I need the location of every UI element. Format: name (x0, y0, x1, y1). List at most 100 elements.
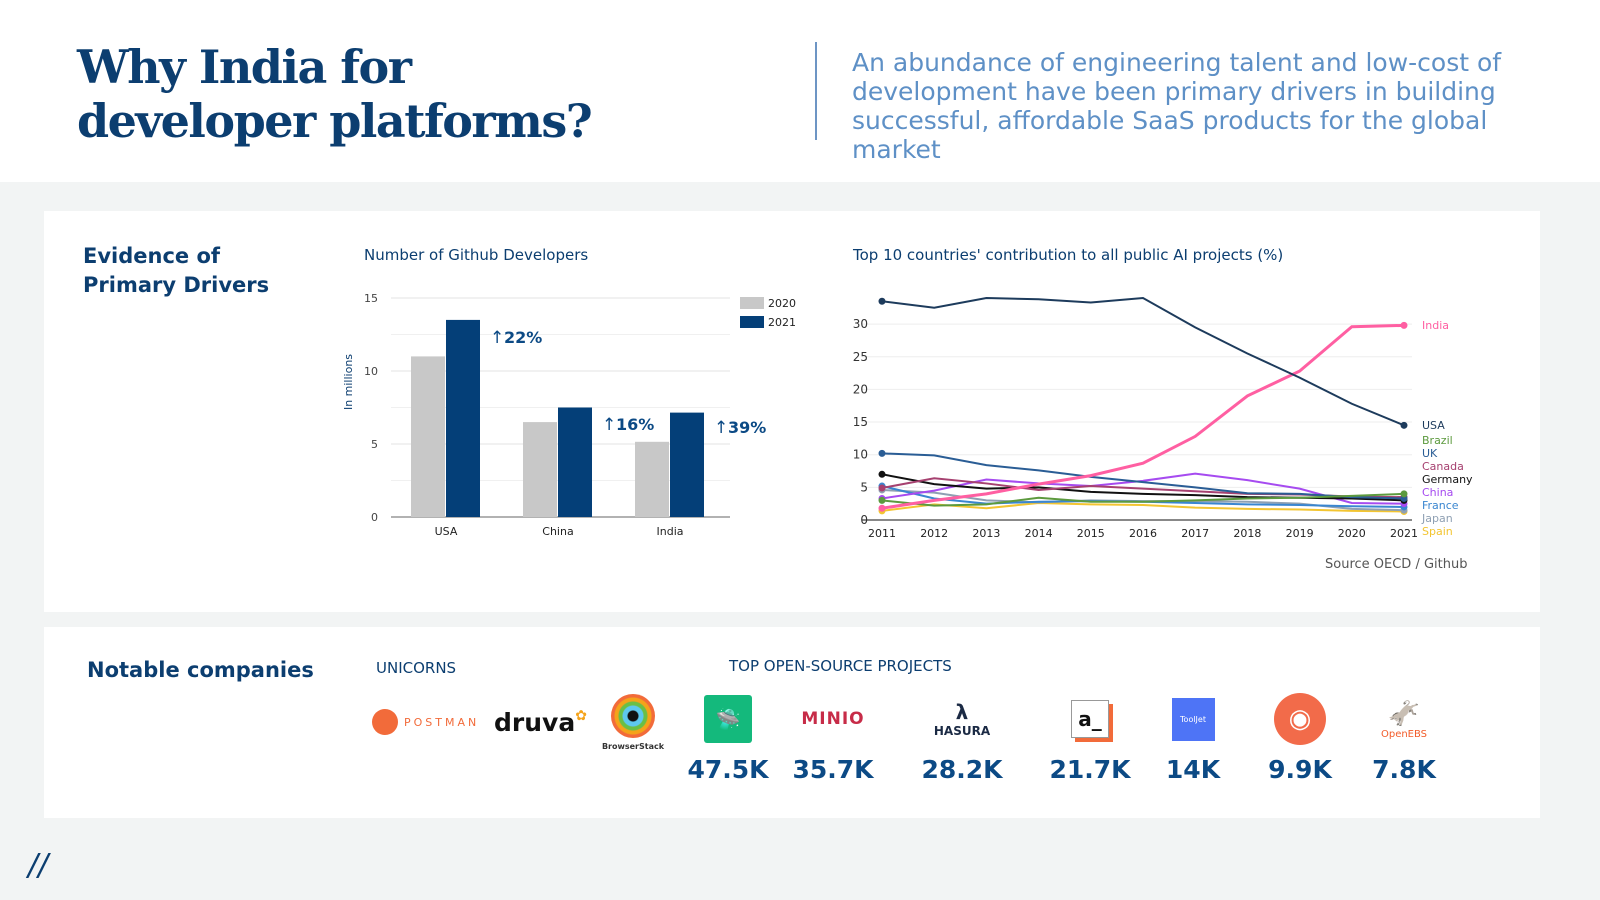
tooljet-logo: ToolJet (1171, 697, 1215, 741)
y-tick-label: 0 (860, 513, 868, 527)
companies-heading: Notable companies (87, 658, 314, 682)
point-UK-start (878, 449, 886, 457)
project-stars: 14K (1165, 755, 1221, 784)
title-line-1: Why India for (77, 40, 412, 94)
line-China (881, 472, 1405, 505)
project-stars: 9.9K (1268, 755, 1332, 784)
postman-icon (372, 709, 398, 735)
growth-annotation: 39% (728, 418, 766, 437)
eye-icon: ◉ (1274, 693, 1326, 745)
series-label-Brazil: Brazil (1422, 434, 1453, 447)
point-Canada-start (878, 484, 886, 492)
source-note: Source OECD / Github (1325, 557, 1468, 572)
header: Why India for developer platforms? An abu… (0, 0, 1600, 182)
evidence-card (44, 211, 1540, 612)
x-tick-label: USA (435, 525, 458, 538)
appsmith-logo: a_ (1071, 700, 1109, 738)
bar-China-2021 (558, 407, 592, 517)
postman-logo: POSTMAN (372, 708, 479, 736)
project-stars: 28.2K (921, 755, 1003, 784)
y-tick-label: 10 (364, 365, 378, 378)
series-label-Canada: Canada (1422, 460, 1464, 473)
x-tick-label: 2011 (868, 527, 896, 540)
y-axis-label: In millions (342, 354, 355, 410)
project-logo: ◉ (1265, 690, 1335, 748)
line-USA (881, 296, 1405, 427)
bar-India-2021 (670, 412, 704, 517)
oss-label: TOP OPEN-SOURCE PROJECTS (729, 657, 952, 675)
series-label-India: India (1422, 319, 1449, 332)
x-tick-label: 2014 (1025, 527, 1053, 540)
project-stars: 21.7K (1049, 755, 1131, 784)
x-tick-label: 2015 (1077, 527, 1105, 540)
project-logo: ToolJet (1158, 690, 1228, 748)
x-tick-label: 2021 (1390, 527, 1418, 540)
bar-chart-title: Number of Github Developers (364, 246, 589, 264)
project-logo: MINIO (798, 690, 868, 748)
project-logo: 🛸 (693, 690, 763, 748)
y-tick-label: 30 (853, 317, 868, 331)
x-tick-label: 2017 (1181, 527, 1209, 540)
series-label-UK: UK (1422, 447, 1438, 460)
subtitle: An abundance of engineering talent and l… (852, 48, 1502, 164)
x-tick-label: 2016 (1129, 527, 1157, 540)
brand-logo-icon: // (28, 848, 49, 883)
x-tick-label: 2019 (1286, 527, 1314, 540)
evidence-heading: Evidence of Primary Drivers (83, 242, 269, 300)
y-tick-label: 5 (371, 438, 378, 451)
legend-swatch (740, 297, 764, 309)
line-India (881, 323, 1405, 510)
bar-China-2020 (523, 422, 557, 517)
project-stars: 47.5K (687, 755, 769, 784)
heading-line-1: Evidence of (83, 244, 221, 268)
series-label-China: China (1422, 486, 1453, 499)
bar-USA-2020 (411, 356, 445, 517)
x-tick-label: 2013 (972, 527, 1000, 540)
point-India-end (1400, 321, 1408, 329)
line-Brazil (881, 492, 1405, 507)
series-label-Japan: Japan (1421, 512, 1453, 525)
series-label-USA: USA (1422, 419, 1445, 432)
y-tick-label: 25 (853, 350, 868, 364)
point-USA-start (878, 297, 886, 305)
point-Germany-start (878, 470, 886, 478)
series-label-Germany: Germany (1422, 473, 1473, 486)
openebs-logo: 🫏 OpenEBS (1380, 698, 1428, 740)
line-chart-title: Top 10 countries' contribution to all pu… (853, 246, 1284, 264)
growth-annotation: 16% (616, 415, 654, 434)
legend-label: 2021 (768, 316, 796, 329)
project-logo: a_ (1055, 690, 1125, 748)
y-tick-label: 15 (364, 292, 378, 305)
up-arrow-icon: ↑ (602, 415, 616, 435)
ufo-icon: 🛸 (704, 695, 752, 743)
series-label-France: France (1422, 499, 1459, 512)
title-line-2: developer platforms? (77, 94, 593, 148)
y-tick-label: 5 (860, 480, 868, 494)
x-tick-label: 2020 (1338, 527, 1366, 540)
x-tick-label: India (657, 525, 684, 538)
hasura-logo: λ HASURA (933, 700, 991, 738)
point-USA-end (1400, 421, 1408, 429)
minio-logo: MINIO (801, 709, 865, 729)
druva-icon: ✿ (575, 707, 587, 724)
y-tick-label: 20 (853, 382, 868, 396)
heading-line-2: Primary Drivers (83, 273, 270, 297)
legend-label: 2020 (768, 297, 796, 310)
project-logo: 🫏 OpenEBS (1369, 690, 1439, 748)
legend-swatch (740, 316, 764, 328)
y-tick-label: 15 (853, 415, 868, 429)
browserstack-logo: BrowserStack (600, 694, 666, 751)
druva-logo: druva ✿ (494, 707, 587, 738)
page-title: Why India for developer platforms? (77, 40, 593, 148)
point-India-start (878, 504, 886, 512)
bar-India-2020 (635, 441, 669, 517)
y-tick-label: 10 (853, 448, 868, 462)
line-Spain (881, 502, 1405, 513)
project-logo: λ HASURA (927, 690, 997, 748)
growth-annotation: 22% (504, 328, 542, 347)
x-tick-label: China (542, 525, 573, 538)
y-tick-label: 0 (371, 511, 378, 524)
project-stars: 7.8K (1372, 755, 1436, 784)
unicorns-label: UNICORNS (376, 659, 457, 677)
